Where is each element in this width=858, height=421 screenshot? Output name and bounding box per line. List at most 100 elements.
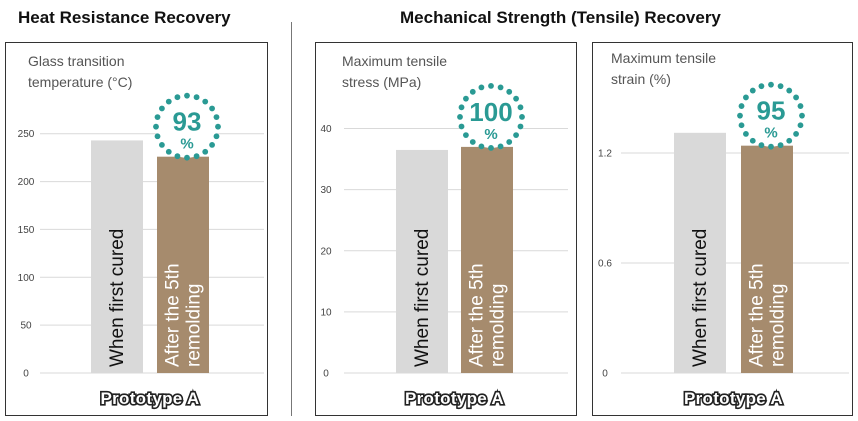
recovery-badge-dot (758, 83, 765, 90)
y-tick-label: 40 (320, 124, 332, 135)
y-axis-label: Maximum tensile stress (MPa) (342, 53, 447, 90)
recovery-badge-fill (460, 85, 522, 148)
recovery-badge-dot (154, 133, 161, 140)
recovery-badge: 100% (457, 82, 525, 151)
recovery-badge-dot (797, 122, 804, 129)
bar-label-group: When first cured (690, 229, 711, 367)
recovery-percent-unit: % (180, 136, 193, 153)
recovery-badge-dot (463, 95, 469, 102)
recovery-badge-dot (743, 130, 749, 137)
y-tick-label: 1.2 (598, 149, 612, 160)
recovery-badge-dot (749, 87, 756, 94)
bar-label-line: remolding (768, 284, 789, 367)
recovery-badge-dot (458, 104, 465, 111)
recovery-badge-dot (209, 105, 215, 112)
recovery-badge-dot (743, 94, 749, 101)
recovery-badge-dot (737, 112, 743, 119)
chart-tensile-strain: Maximum tensile strain (%) 0 0.6 1.2 When fir… (598, 50, 849, 410)
recovery-badge-dot (497, 84, 504, 91)
bar-first-cured (396, 149, 448, 373)
recovery-badge-dot (777, 83, 784, 90)
recovery-badge-dot (738, 103, 745, 109)
y-axis-label-line: strain (%) (611, 71, 671, 87)
recovery-badge-dot (193, 94, 200, 101)
chart-tensile-stress: Maximum tensile stress (MPa) 0 10 20 30 40 When… (320, 53, 568, 410)
recovery-percent-value: 100 (469, 97, 512, 127)
bar-label-group: After the 5th remolding (747, 263, 789, 367)
recovery-badge-fill (156, 95, 218, 158)
x-category-label: Prototype A (100, 389, 199, 408)
bar-label-group: After the 5th remolding (467, 263, 509, 367)
y-tick-label: 200 (18, 177, 35, 188)
recovery-badge-dot (758, 142, 765, 149)
y-tick-label: 100 (18, 273, 35, 284)
recovery-badge-dot (159, 105, 165, 112)
bar-label-line: When first cured (690, 229, 711, 367)
recovery-badge-dot (513, 95, 519, 102)
recovery-badge-dot (506, 88, 513, 95)
recovery-badge-dot (202, 98, 209, 105)
recovery-badge-dot (768, 81, 774, 88)
recovery-badge-dot (457, 113, 463, 120)
y-tick-label: 250 (18, 129, 35, 140)
recovery-badge-dot (469, 139, 476, 145)
chart-panel-tensile-stress: Maximum tensile stress (MPa) 0 10 20 30 40 When… (315, 42, 577, 416)
recovery-badge-dot (209, 142, 215, 148)
bar-label-line: When first cured (107, 229, 128, 367)
y-tick-label: 30 (320, 185, 332, 196)
y-tick-label: 0 (602, 369, 608, 380)
y-tick-label: 20 (320, 246, 332, 257)
recovery-badge-dot (488, 144, 494, 151)
bar-first-cured (91, 140, 143, 373)
x-category-label: Prototype A (684, 389, 783, 408)
bar-after-5th-remolding (157, 156, 209, 373)
recovery-percent-unit: % (764, 125, 777, 142)
bar-label-line: When first cured (412, 229, 433, 367)
recovery-badge-dot (768, 143, 774, 150)
recovery-badge-dot (797, 103, 804, 109)
bar-label-line: remolding (184, 284, 205, 367)
recovery-badge: 93% (153, 92, 221, 161)
recovery-badge-dot (749, 137, 756, 144)
recovery-badge-dot (202, 148, 209, 155)
y-axis-label-line: temperature (°C) (28, 74, 132, 90)
recovery-badge-dot (478, 143, 485, 150)
recovery-badge-dot (517, 104, 524, 111)
y-axis-label: Maximum tensile strain (%) (611, 50, 716, 87)
y-tick-label: 10 (320, 307, 332, 318)
bar-label-line: After the 5th (747, 263, 768, 367)
recovery-percent-unit: % (484, 126, 497, 143)
section-divider (291, 22, 292, 416)
bar-label-group: When first cured (107, 229, 128, 367)
recovery-badge-dot (174, 153, 181, 160)
recovery-badge-dot (154, 114, 161, 121)
y-axis-label-line: Maximum tensile (611, 50, 716, 66)
recovery-badge-dot (799, 112, 805, 119)
y-tick-label: 0 (323, 369, 329, 380)
recovery-badge-dot (184, 92, 190, 99)
bar-label-group: After the 5th remolding (163, 263, 205, 367)
bar-label-line: After the 5th (163, 263, 184, 367)
heat-resistance-heading: Heat Resistance Recovery (18, 8, 231, 27)
recovery-badge-dot (738, 122, 745, 129)
x-category-label: Prototype A (405, 389, 504, 408)
bar-label-line: After the 5th (467, 263, 488, 367)
recovery-badge-dot (165, 98, 172, 105)
recovery-badge-dot (184, 154, 190, 161)
recovery-badge-dot (193, 153, 200, 160)
y-tick-label: 0.6 (598, 259, 612, 270)
y-axis-label-line: Maximum tensile (342, 53, 447, 69)
recovery-badge-dot (513, 132, 519, 139)
recovery-badge-dot (497, 143, 504, 150)
recovery-badge-dot (478, 84, 485, 91)
chart-panel-glass-transition: Glass transition temperature (°C) 0 50 100 15… (5, 42, 268, 416)
recovery-badge-dot (469, 88, 476, 95)
y-tick-label: 50 (20, 321, 32, 332)
recovery-badge-dot (165, 148, 172, 155)
recovery-badge-dot (159, 142, 165, 148)
y-tick-label: 0 (23, 369, 29, 380)
recovery-badge-dot (519, 113, 525, 120)
recovery-badge-dot (153, 123, 159, 130)
recovery-badge-dot (793, 130, 799, 137)
mechanical-strength-heading: Mechanical Strength (Tensile) Recovery (400, 8, 721, 27)
